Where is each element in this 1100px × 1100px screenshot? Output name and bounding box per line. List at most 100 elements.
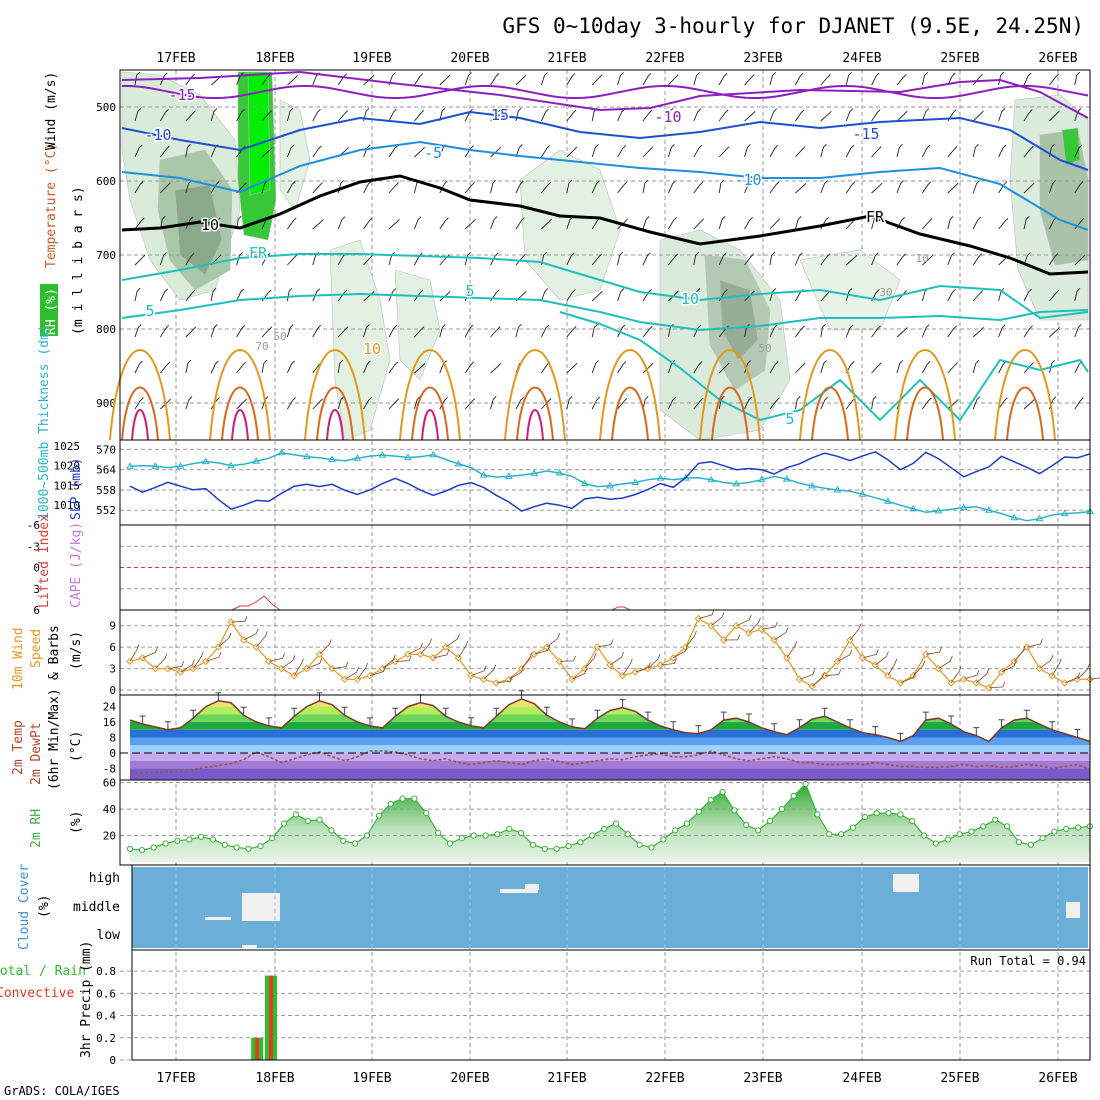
wind-barb (134, 397, 144, 410)
temp-tick-label: 0 (109, 747, 116, 760)
bottom-date-label: 18FEB (255, 1071, 294, 1086)
wind-barb (160, 325, 170, 338)
contour-label: FR (866, 208, 885, 226)
wind-barb (236, 215, 242, 230)
minmax-whisker (1074, 729, 1081, 738)
cloud-units: (%) (37, 895, 52, 918)
wind-barb (1023, 362, 1034, 374)
wind-barb (591, 144, 599, 158)
wind-barb (871, 252, 879, 266)
precip-tick-label: 0 (109, 1054, 116, 1067)
wind-barb (998, 324, 1006, 338)
wind-barb (287, 397, 296, 410)
wind-tick-label: 0 (109, 684, 116, 697)
minmax-whisker (619, 699, 626, 708)
lifted-index-tick-label: 6 (33, 604, 40, 617)
wind-barb (871, 325, 881, 338)
wind-barb (185, 396, 193, 410)
wind-barb (185, 289, 196, 302)
wind-barb (490, 109, 501, 122)
wind-barb (159, 252, 167, 266)
wind-barb (1074, 144, 1083, 158)
wind-barb (363, 180, 372, 194)
wind-barb (668, 217, 677, 230)
minmax-whisker (468, 717, 475, 726)
rh-marker (1075, 824, 1082, 831)
contour-label: 5 (465, 282, 474, 300)
surface-wind-barb (293, 658, 304, 676)
wind-barb (1049, 253, 1059, 266)
wind-barb (134, 360, 143, 374)
warm-contour-core (231, 409, 249, 441)
warm-contour-inner (411, 386, 449, 441)
wind-barb (1074, 397, 1084, 410)
wind-barb (1049, 289, 1060, 302)
wind-barb (490, 216, 498, 230)
rh-marker (411, 795, 418, 802)
wind-barb (515, 74, 527, 86)
thickness-marker (833, 486, 842, 493)
wind-ylabel-1: 10m Wind (11, 627, 26, 690)
wind-barb (693, 72, 700, 86)
thickness-marker (454, 459, 463, 467)
wind-barb (414, 73, 424, 86)
wind-barb (769, 144, 779, 158)
minmax-whisker (872, 726, 879, 735)
wind-tick-label: 6 (109, 641, 116, 654)
rh-marker (577, 839, 584, 846)
rh-marker (162, 840, 169, 847)
cloud-block (525, 884, 539, 890)
wind-barb (693, 361, 703, 374)
wind-barb (693, 324, 702, 338)
slp-tick-label: 1020 (54, 460, 81, 473)
lifted-index-tick-label: -3 (27, 540, 40, 553)
thickness-marker (858, 490, 867, 497)
thickness-marker (328, 455, 336, 462)
wind-barb (922, 218, 933, 230)
minmax-whisker (720, 711, 727, 721)
wind-barb (820, 323, 826, 338)
temp-tick-label: 24 (103, 701, 117, 714)
lifted-index-tick-label: 3 (33, 583, 40, 596)
wind-barb (185, 359, 192, 374)
wind-barb (541, 218, 552, 230)
thickness-marker (302, 452, 311, 460)
surface-wind-barb (559, 655, 576, 662)
rh-ylabel: RH (%) (44, 288, 59, 335)
surface-wind-barb (673, 645, 688, 659)
wind-barb (261, 147, 273, 158)
wind-barb (490, 326, 501, 338)
wind-barb (337, 359, 344, 374)
wind-barb (947, 215, 954, 230)
rh-marker (885, 810, 892, 817)
wind-barb (617, 361, 627, 374)
wind-barb (1023, 182, 1035, 194)
wind-barb (515, 396, 525, 410)
surface-wind-barb (167, 661, 185, 669)
contour-label: FR (249, 244, 268, 262)
wind-barb (540, 72, 548, 86)
top-date-label: 18FEB (255, 51, 294, 66)
top-date-label: 21FEB (547, 51, 586, 66)
surface-wind-barb (736, 614, 752, 627)
thickness-marker (985, 506, 993, 513)
surface-wind-barb (1077, 664, 1090, 680)
warm-contour-inner (906, 386, 944, 441)
thickness-marker (151, 462, 160, 469)
wind-barb (667, 107, 674, 122)
thickness-marker (732, 479, 741, 487)
wind-barb (312, 182, 323, 194)
lifted-index-tick-label: -6 (27, 519, 40, 532)
minmax-whisker (922, 711, 929, 721)
cloud-panel: high middle low Cloud Cover (%) (17, 864, 1091, 951)
minmax-whisker (695, 725, 702, 734)
wind-barb (693, 288, 701, 302)
wind-barb (210, 217, 221, 230)
thickness-marker (580, 479, 589, 486)
wind-barb (591, 290, 603, 302)
wind-barb (845, 108, 854, 122)
wind-barb (134, 108, 142, 122)
rh-marker (150, 844, 157, 851)
wind-barb (896, 110, 908, 122)
rh-tick-label: 20 (103, 830, 116, 843)
